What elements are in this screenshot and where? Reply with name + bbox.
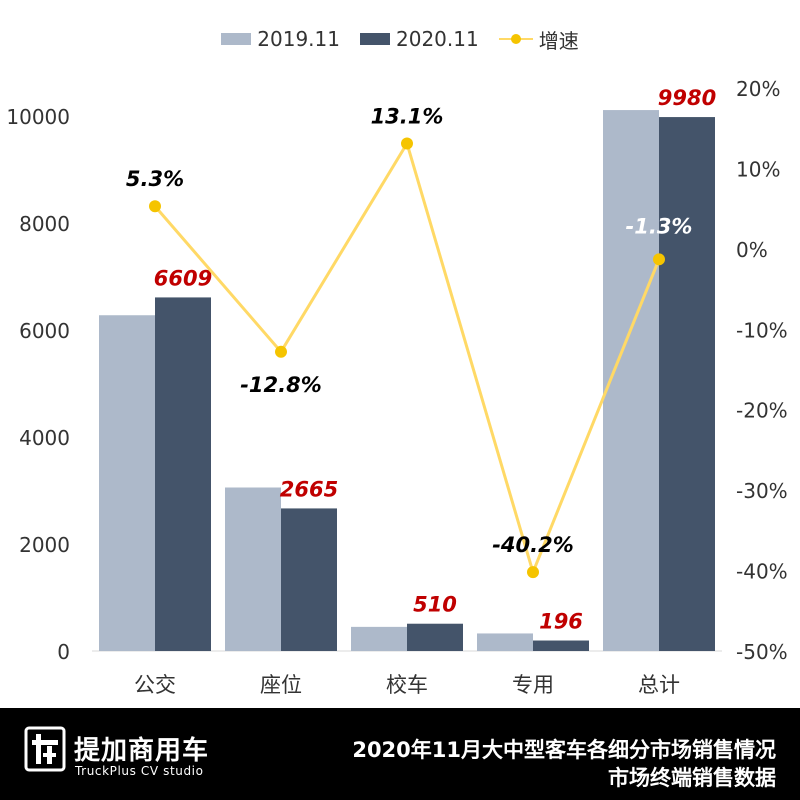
legend-item-2019: 2019.11 — [221, 27, 340, 51]
growth-value-label: -40.2% — [492, 533, 574, 557]
chart-legend: 2019.11 2020.11 增速 — [0, 24, 800, 54]
y-right-tick-label: 20% — [736, 77, 780, 101]
legend-swatch-2019 — [221, 33, 252, 45]
logo-chinese-text: 提加商用车 — [74, 736, 210, 766]
legend-label-2019: 2019.11 — [257, 27, 340, 51]
y-right-tick-label: -10% — [736, 318, 788, 342]
y-right-tick-label: 0% — [736, 238, 768, 262]
bar-2020-4 — [659, 117, 715, 651]
bar-2020-value-label: 510 — [413, 593, 457, 617]
growth-value-label: 13.1% — [371, 104, 444, 128]
bar-line-chart: 0 2000 4000 6000 8000 10000 -50% -40% -30% -20% -1… — [6, 77, 788, 697]
bar-2019-4 — [603, 110, 659, 651]
x-tick-label: 总计 — [638, 673, 680, 697]
truckplus-logo-icon — [24, 726, 66, 772]
x-tick-label: 专用 — [512, 673, 554, 697]
bar-2019-0 — [99, 315, 155, 651]
bar-2020-value-label: 196 — [539, 610, 583, 634]
y-right-tick-label: -30% — [736, 479, 788, 503]
y-right-tick-label: 10% — [736, 157, 780, 181]
growth-value-label: -1.3% — [626, 214, 693, 238]
bar-2020-1 — [281, 508, 337, 651]
y-left-tick-label: 6000 — [19, 319, 70, 343]
footer-banner: 提加商用车 TruckPlus CV studio 2020年11月大中型客车各… — [0, 708, 800, 800]
y-right-tick-label: -50% — [736, 640, 788, 664]
legend-item-2020: 2020.11 — [360, 27, 479, 51]
y-left-tick-label: 2000 — [19, 533, 70, 557]
y-right-tick-label: -40% — [736, 560, 788, 584]
legend-label-2020: 2020.11 — [396, 27, 479, 51]
bar-2019-1 — [225, 487, 281, 651]
growth-point-3 — [527, 566, 539, 579]
bar-2019-3 — [477, 633, 533, 651]
bar-2019-2 — [351, 626, 407, 651]
brand-logo: 提加商用车 TruckPlus CV studio — [24, 722, 224, 782]
growth-point-2 — [401, 137, 413, 150]
growth-value-label: -12.8% — [240, 373, 322, 397]
growth-value-label: 5.3% — [126, 167, 184, 191]
legend-swatch-2020 — [360, 33, 390, 45]
footer-title: 2020年11月大中型客车各细分市场销售情况 — [352, 738, 776, 762]
bar-2020-value-label: 9980 — [658, 86, 716, 110]
footer-subtitle: 市场终端销售数据 — [608, 766, 776, 790]
y-left-tick-label: 10000 — [6, 105, 70, 129]
x-tick-label: 座位 — [260, 673, 302, 697]
bar-2020-0 — [155, 297, 211, 651]
logo-english-text: TruckPlus CV studio — [75, 764, 204, 778]
x-tick-label: 校车 — [386, 673, 428, 697]
bar-2020-2 — [407, 623, 463, 651]
bar-2020-value-label: 2665 — [280, 477, 338, 501]
y-left-tick-label: 0 — [57, 640, 70, 664]
y-left-tick-label: 4000 — [19, 426, 70, 450]
legend-item-growth: 增速 — [498, 25, 579, 54]
growth-point-1 — [275, 345, 287, 358]
y-right-tick-label: -20% — [736, 399, 788, 423]
bar-2020-value-label: 6609 — [154, 266, 212, 290]
y-left-tick-label: 8000 — [19, 212, 70, 236]
x-tick-label: 公交 — [134, 673, 176, 697]
growth-point-4 — [653, 253, 665, 266]
legend-swatch-growth — [498, 32, 533, 46]
growth-point-0 — [149, 200, 161, 213]
legend-label-growth: 增速 — [538, 28, 579, 53]
bar-2020-3 — [533, 640, 589, 651]
